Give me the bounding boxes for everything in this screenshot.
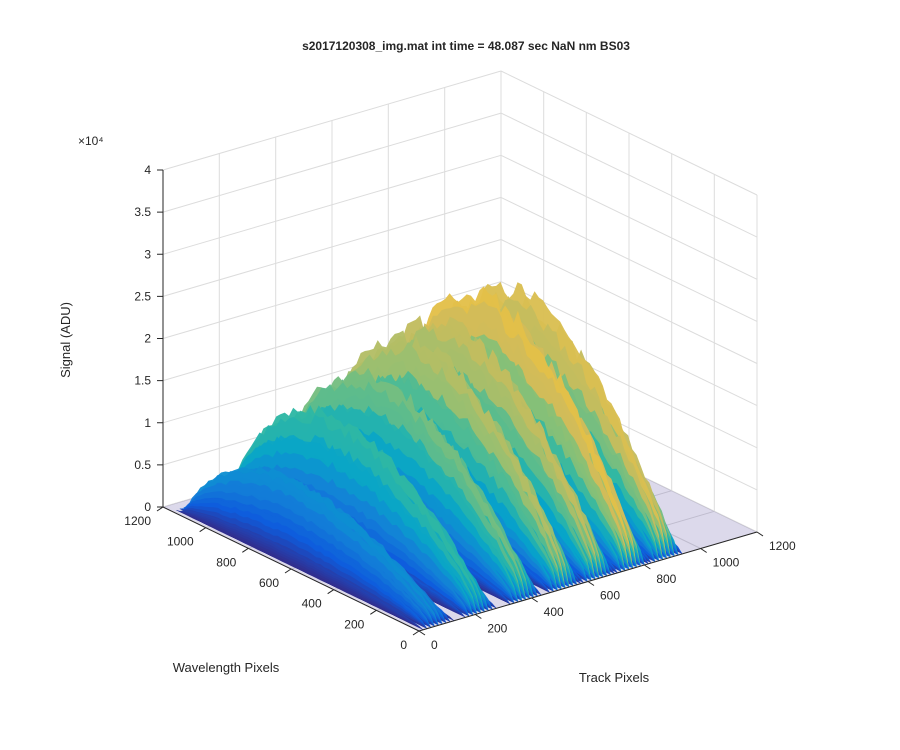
y-tick-label: 600 <box>259 576 279 590</box>
x-tick-label: 600 <box>600 589 620 603</box>
z-exponent-label: ×10⁴ <box>78 134 104 148</box>
y-tick-label: 800 <box>216 555 236 569</box>
z-axis-label: Signal (ADU) <box>58 302 73 378</box>
z-tick-label: 3 <box>144 247 151 261</box>
surface-plot <box>163 281 757 631</box>
z-tick-label: 1 <box>144 416 151 430</box>
grid-line <box>162 281 502 382</box>
grid-line <box>162 154 502 255</box>
track-ridge <box>167 466 455 630</box>
z-tick-label: 1.5 <box>134 374 151 388</box>
y-tick-label: 1200 <box>124 514 151 528</box>
grid-line <box>500 239 758 364</box>
x-tick-label: 200 <box>487 622 507 636</box>
grid-line <box>500 196 758 322</box>
z-tick-label: 4 <box>144 163 151 177</box>
grid-line <box>162 196 502 297</box>
z-tick-label: 2 <box>144 332 151 346</box>
tick-labels: 0200400600800100012000200400600800100012… <box>124 163 796 652</box>
x-tick-mark <box>587 581 595 586</box>
grid-line <box>500 154 758 280</box>
x-tick-mark <box>475 614 482 619</box>
z-tick-label: 2.5 <box>134 289 151 303</box>
y-tick-label: 0 <box>400 638 407 652</box>
y-tick-mark <box>284 568 292 574</box>
grid-line <box>162 112 502 213</box>
z-tick-label: 0 <box>144 500 151 514</box>
y-tick-mark <box>242 547 249 553</box>
x-tick-label: 800 <box>656 572 676 586</box>
x-tick-mark <box>700 548 707 553</box>
y-tick-mark <box>370 609 377 615</box>
grid-line <box>500 70 758 196</box>
x-tick-label: 1200 <box>769 539 796 553</box>
y-tick-mark <box>156 506 164 512</box>
ridge-band <box>167 505 424 630</box>
grid-line <box>162 70 502 171</box>
x-axis-label: Track Pixels <box>579 670 650 685</box>
grid-line <box>162 239 502 339</box>
y-axis-label: Wavelength Pixels <box>173 660 280 675</box>
x-tick-label: 0 <box>431 638 438 652</box>
x-tick-mark <box>531 597 538 603</box>
x-tick-label: 400 <box>544 605 564 619</box>
y-tick-label: 400 <box>302 597 322 611</box>
x-tick-mark <box>644 564 651 570</box>
y-tick-label: 1000 <box>167 535 194 549</box>
x-tick-mark <box>756 531 764 537</box>
z-tick-label: 3.5 <box>134 205 151 219</box>
grid-line <box>500 112 758 238</box>
x-tick-label: 1000 <box>713 556 740 570</box>
y-tick-mark <box>327 589 334 595</box>
x-tick-mark <box>418 630 426 636</box>
z-tick-label: 0.5 <box>134 458 151 472</box>
y-tick-mark <box>199 527 206 533</box>
y-tick-mark <box>412 630 420 636</box>
y-tick-label: 200 <box>344 617 364 631</box>
chart-title: s2017120308_img.mat int time = 48.087 se… <box>302 39 630 53</box>
